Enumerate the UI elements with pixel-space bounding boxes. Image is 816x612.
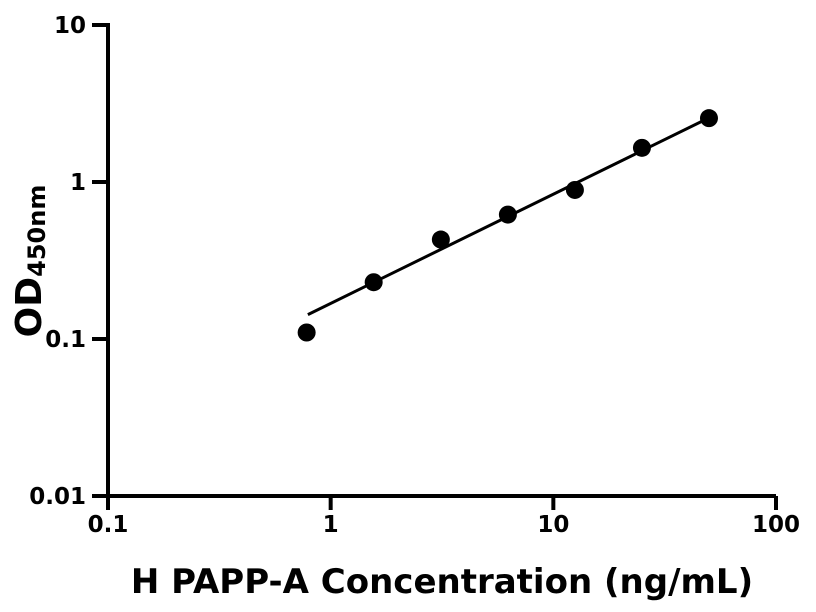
data-point <box>364 273 383 292</box>
y-tick-label: 1 <box>70 170 86 196</box>
data-point <box>297 323 316 342</box>
data-layer <box>297 109 718 342</box>
y-axis-title: OD450nm <box>9 185 51 338</box>
data-point <box>632 138 651 157</box>
y-tick-label: 0.1 <box>45 327 86 353</box>
data-point <box>498 205 517 224</box>
x-tick-label: 1 <box>323 512 339 538</box>
x-axis-title: H PAPP-A Concentration (ng/mL) <box>131 562 753 602</box>
y-axis-title-sub: 450nm <box>23 185 51 277</box>
data-point <box>699 109 718 128</box>
y-tick-label: 10 <box>54 13 86 39</box>
y-tick-label: 0.01 <box>29 484 86 510</box>
y-axis-title-main: OD <box>9 277 50 338</box>
axes-layer <box>92 23 779 510</box>
x-tick-label: 10 <box>537 512 569 538</box>
data-point <box>565 180 584 199</box>
x-tick-label: 0.1 <box>88 512 129 538</box>
data-point <box>431 230 450 249</box>
x-tick-label: 100 <box>752 512 800 538</box>
